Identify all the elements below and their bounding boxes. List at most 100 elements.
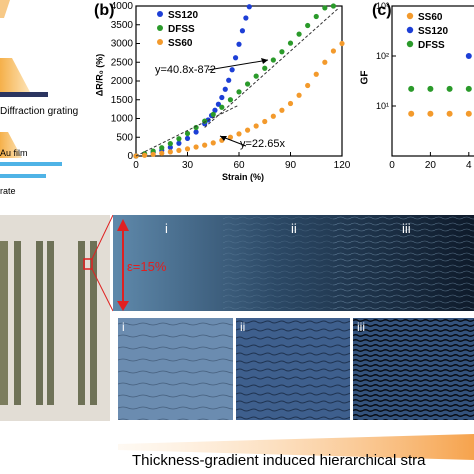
laser-beam-mid xyxy=(0,58,30,92)
legend-label-ss120: SS120 xyxy=(168,10,198,21)
chart-c: 10¹ 10² 10³ 0 20 4 SS60 SS120 DFSS xyxy=(376,1,474,171)
point-ss60 xyxy=(287,100,294,107)
point-dfss xyxy=(176,136,182,142)
panel-c-letter: (c) xyxy=(372,2,392,19)
point-ss60 xyxy=(244,127,251,133)
point-dfss xyxy=(244,81,251,87)
point-ss60 xyxy=(446,110,453,117)
x-tick-label: 0 xyxy=(389,160,395,171)
legend-marker-dfss xyxy=(406,40,414,48)
legend-marker-ss120 xyxy=(157,11,163,17)
point-dfss xyxy=(296,31,302,37)
point-ss60 xyxy=(408,110,415,117)
chart-c-frame xyxy=(391,5,474,157)
point-ss120 xyxy=(167,144,173,150)
point-ss120 xyxy=(243,15,249,21)
y-tick-label: 3000 xyxy=(111,39,134,50)
point-ss120 xyxy=(232,55,239,61)
point-dfss xyxy=(167,141,173,147)
y-tick-label: 0 xyxy=(127,151,133,162)
point-ss60 xyxy=(465,110,472,117)
point-dfss xyxy=(330,3,337,9)
x-tick-label: 120 xyxy=(334,160,351,171)
caption-text: Thickness-gradient induced hierarchical … xyxy=(132,452,426,469)
point-dfss xyxy=(253,73,259,79)
legend-marker-ss60 xyxy=(406,12,414,20)
label-au-film: Au film xyxy=(0,148,28,158)
point-dfss xyxy=(193,124,199,131)
panel-a-graphic xyxy=(0,0,62,178)
point-dfss xyxy=(305,22,311,29)
substrate-bar-2 xyxy=(0,174,46,178)
y-tick-label: 10² xyxy=(376,51,389,61)
point-ss120 xyxy=(465,53,472,59)
region-label-i: i xyxy=(165,221,168,236)
panel-b-xlabel: Strain (%) xyxy=(222,172,265,182)
legend-label-dfss: DFSS xyxy=(418,40,445,51)
point-ss120 xyxy=(226,77,232,83)
strip-2b xyxy=(47,241,54,405)
gradient-wedge xyxy=(118,434,474,460)
point-dfss xyxy=(287,40,294,46)
point-dfss xyxy=(446,85,453,92)
point-dfss xyxy=(313,13,319,20)
point-ss120 xyxy=(246,4,252,10)
panel-a: Diffraction grating Au film rate xyxy=(0,0,108,200)
inset-iii-label: iii xyxy=(357,320,365,334)
annotation-ss60-fit: y=22.65x xyxy=(240,138,285,150)
region-label-ii: ii xyxy=(291,221,297,236)
point-ss60 xyxy=(176,147,182,153)
gradient-micrograph: ε=15% i ii iii xyxy=(113,215,474,311)
legend-label-ss60: SS60 xyxy=(168,38,193,49)
y-tick-label: 10³ xyxy=(376,1,389,11)
annotation-arrowhead-2 xyxy=(220,136,227,141)
point-ss120 xyxy=(239,28,246,34)
point-dfss xyxy=(262,65,268,71)
point-ss60 xyxy=(270,113,276,119)
laser-beam-top xyxy=(0,0,10,18)
y-tick-label: 2000 xyxy=(111,76,134,87)
annotation-arrowhead-1 xyxy=(261,58,268,64)
legend-marker-ss120 xyxy=(406,26,414,34)
point-dfss xyxy=(227,97,234,103)
panel-c: 10¹ 10² 10³ 0 20 4 SS60 SS120 DFSS (c) GF xyxy=(359,0,474,200)
x-tick-label: 30 xyxy=(182,160,194,171)
point-ss60 xyxy=(296,92,302,98)
strip-3a xyxy=(78,241,85,405)
point-ss60 xyxy=(210,140,216,146)
point-dfss xyxy=(270,57,276,63)
annotation-dfss-fit: y=40.8x-872 xyxy=(155,64,216,76)
point-ss60 xyxy=(159,150,165,156)
point-dfss xyxy=(159,145,165,151)
point-ss60 xyxy=(193,144,199,150)
strip-3b xyxy=(90,241,97,405)
point-dfss xyxy=(236,89,242,95)
fit-line-ss60 xyxy=(135,104,240,157)
point-dfss xyxy=(465,85,472,92)
x-tick-label: 4 xyxy=(466,160,472,171)
sample-strips xyxy=(0,215,110,421)
point-ss60 xyxy=(227,134,234,140)
inset-i-texture xyxy=(118,318,233,420)
point-ss120 xyxy=(222,86,228,92)
point-ss60 xyxy=(330,48,337,54)
caption-area: Thickness-gradient induced hierarchical … xyxy=(0,430,474,474)
point-dfss xyxy=(219,104,225,110)
inset-ii-texture xyxy=(236,318,350,420)
label-diffraction-grating: Diffraction grating xyxy=(0,106,79,117)
legend-marker-ss60 xyxy=(157,39,163,45)
panel-c-ylabel: GF xyxy=(359,70,371,85)
point-ss120 xyxy=(176,140,182,146)
y-tick-label: 500 xyxy=(116,132,133,143)
inset-i-label: i xyxy=(122,320,125,334)
point-dfss xyxy=(279,49,285,55)
strip-1b xyxy=(14,241,21,405)
point-dfss xyxy=(408,85,415,92)
y-tick-label: 2500 xyxy=(111,57,134,68)
panel-b: 0 30 60 90 120 0 500 1000 1500 2000 2500 3000 3500 40… xyxy=(90,0,360,200)
strip-1 xyxy=(0,241,8,405)
x-tick-label: 20 xyxy=(425,160,437,171)
strain-arrow xyxy=(117,219,129,311)
inset-ii: ii xyxy=(236,318,350,420)
label-substrate: rate xyxy=(0,186,16,196)
